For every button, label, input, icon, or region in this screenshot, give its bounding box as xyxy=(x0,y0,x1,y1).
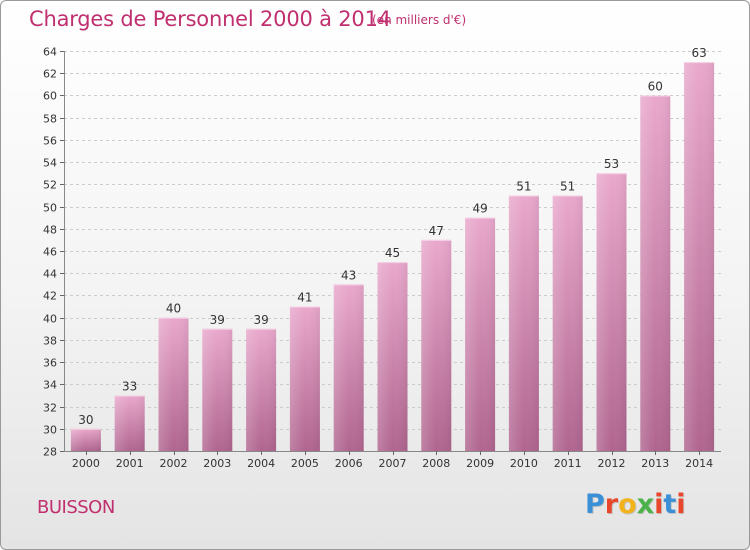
x-tick-label: 2001 xyxy=(116,457,144,470)
value-label: 40 xyxy=(166,302,181,316)
commune-name: BUISSON xyxy=(37,497,115,518)
y-tick-label: 28 xyxy=(43,446,57,459)
bar-shine xyxy=(640,95,671,451)
y-tick-label: 56 xyxy=(43,135,57,148)
bar-shine xyxy=(114,395,145,451)
y-tick-label: 40 xyxy=(43,313,57,326)
bar-shine xyxy=(421,239,452,451)
y-tick-label: 54 xyxy=(43,157,57,170)
y-tick-label: 64 xyxy=(43,46,57,59)
y-tick-label: 34 xyxy=(43,379,57,392)
bar-shine xyxy=(202,328,233,451)
y-tick-label: 60 xyxy=(43,90,57,103)
bar-shine xyxy=(246,328,277,451)
labels: 28 30 32 34 36 38 40 42 44 46 48 50 52 54 56 58 60 62 64 30… xyxy=(43,46,713,471)
bars xyxy=(70,62,715,451)
x-tick-label: 2011 xyxy=(554,457,582,470)
x-tick-label: 2012 xyxy=(598,457,626,470)
logo-letter: o xyxy=(618,489,637,520)
x-tick-label: 2004 xyxy=(247,457,275,470)
value-label: 60 xyxy=(648,79,663,93)
bar-shine xyxy=(158,317,189,451)
logo-letter: i xyxy=(654,489,664,520)
logo-letter: P xyxy=(585,489,605,520)
y-tick-label: 58 xyxy=(43,113,57,126)
y-tick-label: 36 xyxy=(43,357,57,370)
x-tick-label: 2003 xyxy=(203,457,231,470)
x-tick-label: 2006 xyxy=(335,457,363,470)
value-label: 53 xyxy=(604,157,619,171)
y-tick-label: 62 xyxy=(43,68,57,81)
x-tick-label: 2009 xyxy=(466,457,494,470)
value-label: 33 xyxy=(122,379,137,393)
y-tick-label: 44 xyxy=(43,268,57,281)
y-tick-label: 32 xyxy=(43,402,57,415)
logo-letter: x xyxy=(636,489,655,520)
value-label: 39 xyxy=(253,313,268,327)
value-label: 49 xyxy=(472,202,487,216)
value-label: 51 xyxy=(560,179,575,193)
logo-letter: i xyxy=(676,489,686,520)
proxiti-logo: Proxiti xyxy=(585,489,686,520)
value-label: 30 xyxy=(78,413,93,427)
x-tick-label: 2010 xyxy=(510,457,538,470)
y-tick-label: 48 xyxy=(43,224,57,237)
x-tick-label: 2013 xyxy=(641,457,669,470)
x-tick-label: 2000 xyxy=(72,457,100,470)
chart-subtitle: (en milliers d'€) xyxy=(372,13,467,27)
x-tick-label: 2002 xyxy=(160,457,188,470)
logo-letter: r xyxy=(604,489,619,520)
axes xyxy=(60,51,721,455)
y-tick-label: 38 xyxy=(43,335,57,348)
y-tick-label: 50 xyxy=(43,202,57,215)
bar-shine xyxy=(596,173,627,451)
y-tick-label: 46 xyxy=(43,246,57,259)
bar-shine xyxy=(289,306,320,451)
chart-title: Charges de Personnel 2000 à 2014 xyxy=(29,7,391,31)
value-label: 45 xyxy=(385,246,400,260)
x-tick-label: 2008 xyxy=(422,457,450,470)
value-label: 43 xyxy=(341,268,356,282)
x-tick-label: 2005 xyxy=(291,457,319,470)
bar-shine xyxy=(377,262,408,451)
value-label: 39 xyxy=(210,313,225,327)
logo-letter: t xyxy=(663,489,677,520)
value-label: 47 xyxy=(429,224,444,238)
y-tick-label: 52 xyxy=(43,179,57,192)
bar-shine xyxy=(465,217,496,451)
bar-shine xyxy=(508,195,539,451)
x-tick-label: 2014 xyxy=(685,457,713,470)
value-label: 63 xyxy=(691,46,706,60)
value-label: 41 xyxy=(297,291,312,305)
value-label: 51 xyxy=(516,179,531,193)
y-tick-label: 42 xyxy=(43,290,57,303)
bar-shine xyxy=(333,284,364,451)
y-tick-label: 30 xyxy=(43,424,57,437)
bar-shine xyxy=(684,62,715,451)
bar-shine xyxy=(552,195,583,451)
bar-shine xyxy=(70,428,101,451)
x-tick-label: 2007 xyxy=(379,457,407,470)
